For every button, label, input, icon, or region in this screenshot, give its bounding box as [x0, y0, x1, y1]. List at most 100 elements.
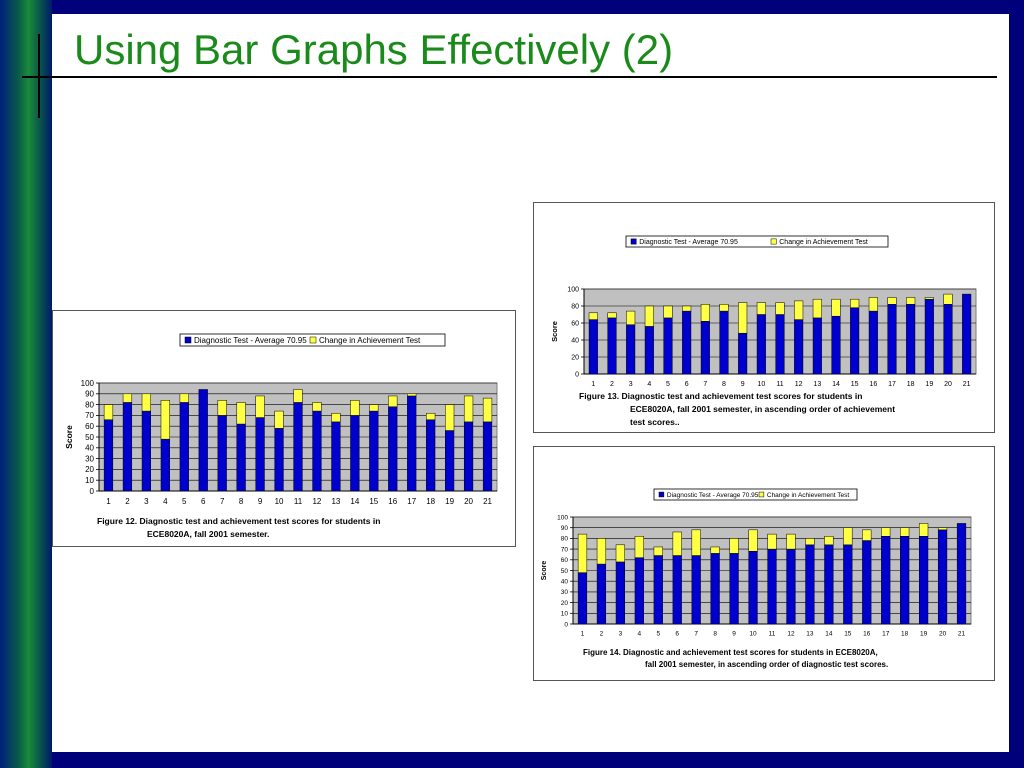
- y-tick-label-0-6: 60: [85, 422, 94, 431]
- bar-change-1-8: [719, 304, 729, 312]
- figure-14-svg: Figure 14. Diagnostic and achievement te…: [541, 488, 972, 669]
- bar-change-2-8: [710, 546, 720, 554]
- bar-diagnostic-2-5: [653, 555, 663, 625]
- bar-diagnostic-1-4: [644, 326, 654, 375]
- bar-change-2-20: [937, 527, 948, 531]
- legend-swatch-0-0: [184, 336, 192, 344]
- y-tick-label-2-8: 80: [561, 536, 569, 543]
- bar-diagnostic-1-20: [943, 304, 953, 375]
- y-tick-label-0-3: 30: [85, 454, 94, 463]
- bar-diagnostic-2-7: [691, 555, 701, 625]
- y-tick-label-0-4: 40: [85, 444, 94, 453]
- y-tick-label-1-3: 60: [571, 320, 579, 327]
- bar-diagnostic-2-11: [767, 548, 777, 625]
- bar-change-2-15: [843, 527, 853, 546]
- x-tick-label-1-4: 4: [647, 381, 651, 388]
- x-tick-label-0-18: 18: [426, 497, 435, 506]
- bar-change-0-15: [369, 404, 379, 412]
- x-tick-label-0-11: 11: [294, 497, 303, 506]
- bar-diagnostic-0-13: [331, 421, 341, 492]
- bar-diagnostic-1-5: [663, 317, 673, 375]
- y-tick-label-0-8: 80: [85, 400, 94, 409]
- bar-diagnostic-1-10: [756, 314, 766, 375]
- bar-diagnostic-1-6: [682, 310, 692, 375]
- y-tick-label-2-9: 90: [561, 525, 569, 532]
- bar-change-0-10: [274, 410, 284, 429]
- bar-change-1-7: [700, 304, 710, 322]
- bar-diagnostic-2-12: [786, 548, 796, 625]
- bar-change-2-4: [634, 536, 644, 558]
- x-tick-label-1-10: 10: [757, 381, 765, 388]
- bar-diagnostic-1-7: [700, 321, 710, 375]
- bar-diagnostic-2-13: [805, 544, 815, 625]
- bar-change-1-4: [644, 305, 654, 327]
- legend-label-0-1: Change in Achievement Test: [319, 336, 421, 345]
- bar-change-1-3: [626, 310, 636, 325]
- bar-diagnostic-2-6: [672, 555, 682, 625]
- x-tick-label-2-12: 12: [787, 631, 795, 638]
- x-tick-label-2-18: 18: [901, 631, 909, 638]
- x-tick-label-2-14: 14: [825, 631, 833, 638]
- x-tick-label-1-13: 13: [813, 381, 821, 388]
- bar-change-1-11: [775, 302, 785, 315]
- bar-change-0-17: [407, 393, 417, 397]
- figure-14-caption-line1: Figure 14. Diagnostic and achievement te…: [583, 648, 878, 657]
- x-tick-label-2-1: 1: [581, 631, 585, 638]
- figure-13-caption-line1: Figure 13. Diagnostic test and achieveme…: [579, 391, 862, 401]
- bar-change-1-19: [924, 297, 934, 300]
- x-tick-label-0-19: 19: [445, 497, 454, 506]
- legend-swatch-2-1: [758, 491, 765, 498]
- bar-diagnostic-2-21: [956, 523, 967, 625]
- bar-diagnostic-1-21: [962, 293, 972, 375]
- bar-change-2-14: [824, 536, 834, 546]
- bar-change-0-1: [103, 404, 114, 420]
- x-tick-label-2-17: 17: [882, 631, 890, 638]
- x-tick-label-2-20: 20: [939, 631, 947, 638]
- bar-diagnostic-2-17: [881, 536, 891, 625]
- y-tick-label-2-10: 100: [557, 514, 568, 521]
- x-tick-label-2-16: 16: [863, 631, 871, 638]
- x-tick-label-1-12: 12: [795, 381, 803, 388]
- x-tick-label-0-6: 6: [201, 497, 206, 506]
- bar-change-1-2: [607, 312, 617, 319]
- bar-change-1-18: [906, 297, 916, 305]
- y-axis-label-2: Score: [541, 561, 548, 581]
- y-tick-label-2-7: 70: [561, 546, 569, 553]
- bar-diagnostic-2-19: [919, 536, 929, 625]
- x-tick-label-2-11: 11: [769, 631, 776, 638]
- x-tick-label-1-21: 21: [963, 381, 971, 388]
- figure-13-caption-line3: test scores..: [630, 417, 680, 427]
- x-tick-label-0-9: 9: [258, 497, 263, 506]
- bar-change-0-5: [179, 393, 189, 403]
- title-divider: [22, 76, 997, 78]
- y-tick-label-0-2: 20: [85, 465, 94, 474]
- y-tick-label-1-1: 20: [571, 354, 579, 361]
- bar-change-0-11: [293, 389, 303, 403]
- x-tick-label-2-7: 7: [694, 631, 698, 638]
- x-tick-label-0-5: 5: [182, 497, 187, 506]
- legend-label-2-0: Diagnostic Test - Average 70.95: [667, 492, 759, 499]
- bar-diagnostic-2-8: [710, 553, 720, 625]
- footer-institute: Georgia Institute of Technology: [708, 724, 887, 739]
- bar-diagnostic-2-3: [615, 561, 625, 625]
- bar-diagnostic-1-11: [775, 314, 785, 375]
- bar-change-0-19: [445, 404, 455, 431]
- legend-swatch-0-1: [309, 336, 317, 344]
- slide-title: Using Bar Graphs Effectively (2): [74, 26, 674, 73]
- bar-change-2-18: [900, 527, 910, 537]
- bar-change-1-20: [943, 293, 953, 305]
- bar-diagnostic-2-9: [729, 553, 739, 625]
- legend-2: [653, 488, 858, 501]
- x-tick-label-2-10: 10: [749, 631, 757, 638]
- bar-change-1-12: [794, 300, 804, 320]
- bar-change-1-15: [850, 298, 860, 308]
- bar-change-2-10: [748, 529, 758, 552]
- bar-change-0-21: [482, 397, 493, 423]
- bar-diagnostic-1-18: [906, 304, 916, 375]
- bar-diagnostic-0-10: [274, 428, 284, 492]
- bar-diagnostic-1-8: [719, 310, 729, 375]
- x-tick-label-2-8: 8: [713, 631, 717, 638]
- x-tick-label-0-20: 20: [464, 497, 473, 506]
- x-tick-label-0-17: 17: [407, 497, 416, 506]
- bar-diagnostic-0-15: [369, 410, 379, 492]
